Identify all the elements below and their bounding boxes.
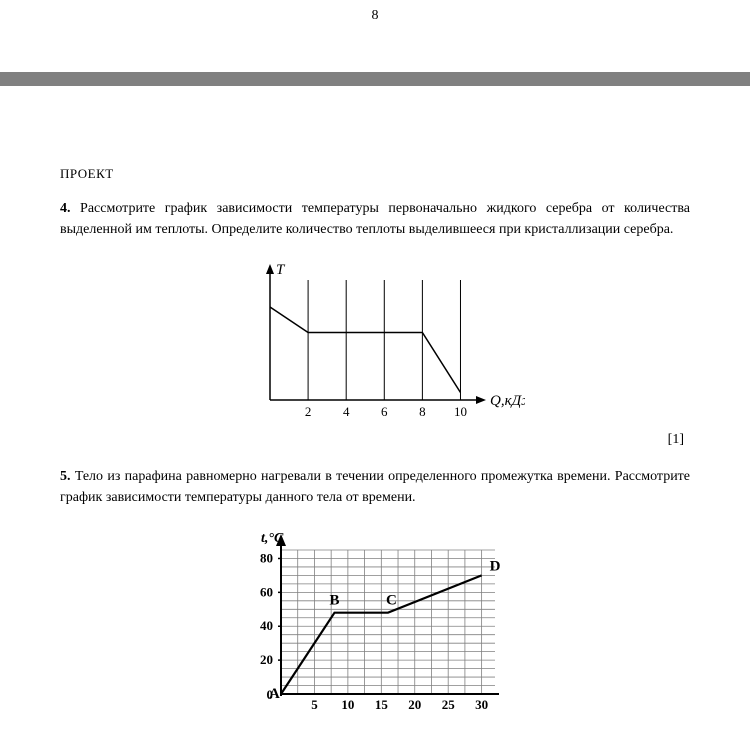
q4-text: Рассмотрите график зависимости температу… [60, 201, 690, 237]
svg-text:D: D [490, 558, 501, 574]
question-5: 5. Тело из парафина равномерно нагревали… [60, 466, 690, 508]
svg-text:4: 4 [343, 404, 350, 419]
svg-text:20: 20 [260, 652, 273, 667]
svg-text:5: 5 [311, 697, 318, 712]
svg-text:Q,кДж: Q,кДж [490, 393, 525, 409]
svg-text:A: A [269, 686, 280, 702]
svg-text:60: 60 [260, 584, 273, 599]
q4-number: 4. [60, 201, 71, 216]
svg-text:25: 25 [442, 697, 456, 712]
separator-bar [0, 72, 750, 86]
svg-text:B: B [330, 593, 340, 609]
svg-text:T: T [276, 262, 286, 278]
q4-score: [1] [60, 432, 690, 448]
content-area: ПРОЕКТ 4. Рассмотрите график зависимости… [0, 166, 750, 716]
svg-text:6: 6 [381, 404, 388, 419]
q5-text: Тело из парафина равномерно нагревали в … [60, 469, 690, 505]
svg-text:40: 40 [260, 618, 273, 633]
svg-text:8: 8 [419, 404, 426, 419]
svg-text:20: 20 [408, 697, 421, 712]
q4-chart: 2 4 6 8 10 T Q,кДж [225, 258, 525, 428]
page-number: 8 [0, 0, 750, 32]
question-4: 4. Рассмотрите график зависимости темпер… [60, 198, 690, 240]
svg-text:2: 2 [305, 404, 312, 419]
svg-text:15: 15 [375, 697, 389, 712]
q5-chart: 20406080510152025300ABCDt,°C [235, 526, 515, 716]
svg-text:80: 80 [260, 550, 273, 565]
section-label: ПРОЕКТ [60, 166, 690, 182]
q5-number: 5. [60, 469, 71, 484]
svg-text:30: 30 [475, 697, 488, 712]
svg-text:10: 10 [454, 404, 467, 419]
svg-text:C: C [386, 593, 397, 609]
svg-text:t,°C: t,°C [261, 531, 284, 546]
svg-text:10: 10 [341, 697, 354, 712]
